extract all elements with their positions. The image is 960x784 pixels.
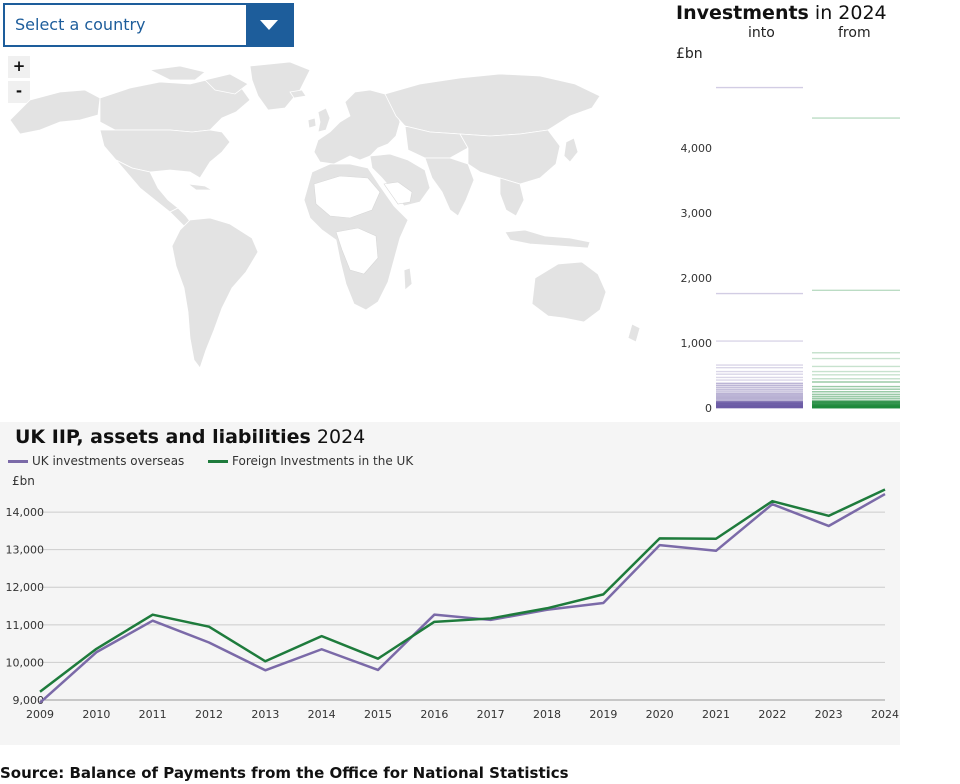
iip-xtick-label: 2020 <box>646 708 674 721</box>
strip-ytick-label: 2,000 <box>681 272 713 285</box>
iip-ytick-label: 12,000 <box>6 581 45 594</box>
iip-ytick-label: 13,000 <box>6 544 45 557</box>
strip-ytick-label: 3,000 <box>681 207 713 220</box>
strip-ytick-label: 1,000 <box>681 337 713 350</box>
series-line-foreign-investments-in-the-uk[interactable] <box>39 488 886 693</box>
legend-item-foreign: Foreign Investments in the UK <box>208 454 413 468</box>
legend-swatch-overseas <box>8 459 28 463</box>
series-line-uk-investments-overseas[interactable] <box>39 492 886 704</box>
iip-xtick-label: 2014 <box>308 708 336 721</box>
investments-title: Investments in 2024 <box>676 2 887 24</box>
iip-xtick-label: 2021 <box>702 708 730 721</box>
region-sahara[interactable] <box>313 175 381 219</box>
iip-line-chart[interactable]: 9,000 10,000 11,000 12,000 13,000 14,000 2009… <box>0 422 900 745</box>
world-map[interactable] <box>0 60 660 405</box>
dropdown-button[interactable] <box>246 5 292 45</box>
iip-unit: £bn <box>12 474 35 488</box>
investments-unit: £bn <box>676 46 703 62</box>
column-header-from: from <box>838 25 871 41</box>
investments-title-year: in 2024 <box>808 2 887 24</box>
region-ireland[interactable] <box>307 117 317 129</box>
zoom-in-button[interactable]: + <box>8 56 30 78</box>
region-arabia[interactable] <box>383 181 413 205</box>
source-note: Source: Balance of Payments from the Off… <box>0 764 569 782</box>
iip-chart-panel: 9,000 10,000 11,000 12,000 13,000 14,000 2009… <box>0 422 900 745</box>
region-central-asia[interactable] <box>404 125 469 159</box>
region-south-america[interactable] <box>171 217 259 369</box>
iip-xtick-label: 2013 <box>251 708 279 721</box>
iip-ytick-label: 9,000 <box>13 694 45 707</box>
iip-xtick-label: 2017 <box>477 708 505 721</box>
legend-label-overseas: UK investments overseas <box>32 454 185 468</box>
region-central-africa[interactable] <box>335 227 379 275</box>
region-madagascar[interactable] <box>403 267 413 291</box>
iip-xtick-label: 2016 <box>420 708 448 721</box>
country-select-placeholder: Select a country <box>15 15 146 34</box>
iip-xtick-label: 2018 <box>533 708 561 721</box>
region-china[interactable] <box>459 129 561 185</box>
region-indonesia[interactable] <box>504 229 591 249</box>
region-southeast-asia[interactable] <box>499 177 525 217</box>
region-middle-east[interactable] <box>369 153 431 207</box>
iip-xtick-label: 2011 <box>139 708 167 721</box>
region-new-zealand[interactable] <box>627 323 641 343</box>
region-iceland[interactable] <box>289 89 307 99</box>
iip-title-year: 2024 <box>310 426 366 448</box>
region-india[interactable] <box>424 157 475 217</box>
iip-xtick-label: 2019 <box>589 708 617 721</box>
chevron-down-icon <box>260 19 278 30</box>
investments-strip-chart[interactable]: 0 1,000 2,000 3,000 4,000 <box>676 70 906 415</box>
region-arctic-islands[interactable] <box>148 65 206 81</box>
legend-swatch-foreign <box>208 459 228 463</box>
iip-xtick-label: 2015 <box>364 708 392 721</box>
region-uk[interactable] <box>317 107 331 133</box>
iip-xtick-label: 2024 <box>871 708 899 721</box>
iip-title-bold: UK IIP, assets and liabilities <box>15 426 311 448</box>
region-europe[interactable] <box>313 89 401 165</box>
iip-ytick-label: 10,000 <box>6 656 45 669</box>
region-australia[interactable] <box>531 261 607 323</box>
region-japan[interactable] <box>563 137 579 163</box>
legend-item-overseas: UK investments overseas <box>8 454 184 468</box>
region-russia[interactable] <box>384 73 601 137</box>
investments-title-bold: Investments <box>676 2 809 24</box>
iip-xtick-label: 2022 <box>758 708 786 721</box>
iip-xtick-label: 2009 <box>26 708 54 721</box>
zoom-out-button[interactable]: - <box>8 81 30 103</box>
iip-ytick-label: 14,000 <box>6 506 45 519</box>
iip-ytick-label: 11,000 <box>6 619 45 632</box>
region-greenland[interactable] <box>249 61 311 111</box>
iip-xtick-label: 2010 <box>82 708 110 721</box>
region-cuba[interactable] <box>186 183 214 191</box>
iip-xtick-label: 2012 <box>195 708 223 721</box>
legend-label-foreign: Foreign Investments in the UK <box>232 454 414 468</box>
country-select[interactable]: Select a country <box>3 3 294 47</box>
region-baffin[interactable] <box>204 73 249 95</box>
region-usa[interactable] <box>99 129 231 179</box>
iip-title: UK IIP, assets and liabilities 2024 <box>15 426 365 448</box>
column-header-into: into <box>748 25 775 41</box>
strip-ytick-label: 4,000 <box>681 142 713 155</box>
iip-xtick-label: 2023 <box>815 708 843 721</box>
region-alaska[interactable] <box>9 89 101 135</box>
strip-ytick-label: 0 <box>705 402 712 415</box>
